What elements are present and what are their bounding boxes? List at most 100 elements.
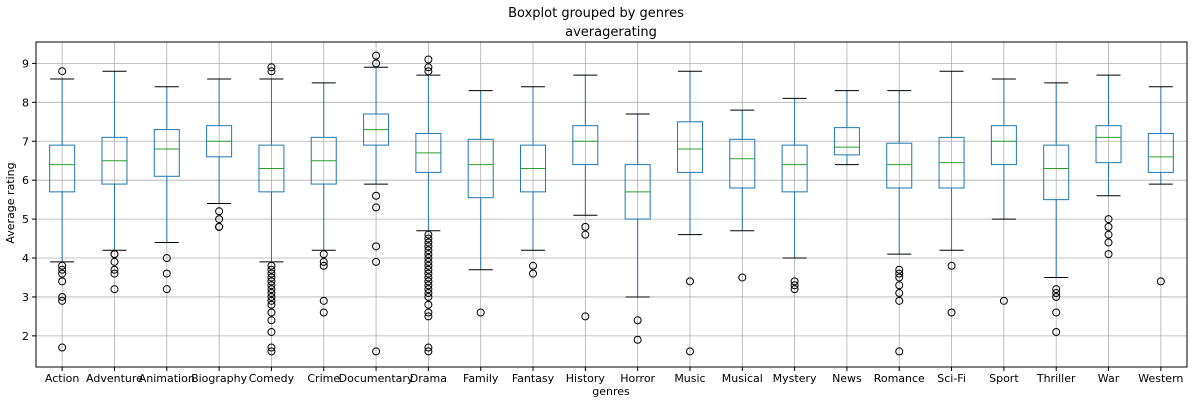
flier-point bbox=[424, 234, 433, 243]
flier-point bbox=[1052, 308, 1061, 317]
flier-point bbox=[895, 273, 904, 282]
box-mystery bbox=[781, 97, 808, 294]
flier-point bbox=[267, 300, 276, 309]
flier-point bbox=[581, 230, 590, 239]
iqr-box bbox=[833, 127, 860, 156]
flier-point bbox=[319, 250, 328, 259]
box-musical bbox=[729, 109, 756, 282]
flier-point bbox=[424, 277, 433, 286]
flier-point bbox=[1104, 230, 1113, 239]
flier-point bbox=[895, 347, 904, 356]
iqr-box bbox=[990, 125, 1017, 166]
plot-frame bbox=[35, 41, 1188, 368]
flier-point bbox=[424, 281, 433, 290]
flier-point bbox=[424, 238, 433, 247]
flier-point bbox=[372, 347, 381, 356]
x-tick-label: Drama bbox=[410, 372, 447, 385]
x-tick-label: Crime bbox=[307, 372, 340, 385]
box-layer bbox=[49, 51, 1174, 356]
flier-point bbox=[162, 285, 171, 294]
iqr-box bbox=[886, 142, 913, 189]
x-tick-label: Western bbox=[1138, 372, 1183, 385]
flier-point bbox=[319, 296, 328, 305]
flier-point bbox=[424, 308, 433, 317]
x-tick-label: Musical bbox=[722, 372, 763, 385]
box-comedy bbox=[258, 63, 285, 356]
iqr-box bbox=[676, 121, 703, 173]
y-tick-label: 6 bbox=[22, 174, 29, 187]
flier-point bbox=[895, 289, 904, 298]
x-tick-label: War bbox=[1098, 372, 1120, 385]
flier-point bbox=[267, 63, 276, 72]
flier-point bbox=[58, 296, 67, 305]
box-war bbox=[1095, 74, 1122, 259]
flier-point bbox=[267, 281, 276, 290]
flier-point bbox=[110, 257, 119, 266]
flier-point bbox=[267, 308, 276, 317]
flier-point bbox=[215, 207, 224, 216]
flier-point bbox=[267, 343, 276, 352]
x-tick-label: Adventure bbox=[86, 372, 143, 385]
flier-point bbox=[110, 265, 119, 274]
flier-point bbox=[110, 269, 119, 278]
flier-point bbox=[424, 63, 433, 72]
box-family bbox=[467, 90, 494, 317]
x-tick-label: Music bbox=[674, 372, 705, 385]
box-romance bbox=[886, 90, 913, 356]
box-sci-fi bbox=[938, 70, 965, 317]
flier-point bbox=[58, 265, 67, 274]
flier-point bbox=[58, 292, 67, 301]
box-drama bbox=[415, 55, 442, 356]
flier-point bbox=[267, 289, 276, 298]
flier-point bbox=[267, 265, 276, 274]
iqr-box bbox=[153, 129, 180, 177]
x-tick-label: Documentary bbox=[339, 372, 414, 385]
flier-point bbox=[633, 316, 642, 325]
box-western bbox=[1147, 86, 1174, 286]
flier-point bbox=[1052, 285, 1061, 294]
flier-point bbox=[529, 269, 538, 278]
box-documentary bbox=[363, 51, 390, 356]
y-tick-label: 2 bbox=[22, 330, 29, 343]
figure-suptitle: Boxplot grouped by genres bbox=[508, 6, 684, 21]
y-tick-label: 8 bbox=[22, 96, 29, 109]
flier-point bbox=[424, 67, 433, 76]
flier-point bbox=[424, 242, 433, 251]
flier-point bbox=[790, 281, 799, 290]
flier-point bbox=[319, 261, 328, 270]
flier-point bbox=[1052, 289, 1061, 298]
flier-point bbox=[267, 277, 276, 286]
flier-point bbox=[529, 261, 538, 270]
flier-point bbox=[267, 273, 276, 282]
flier-point bbox=[424, 347, 433, 356]
flier-point bbox=[267, 327, 276, 336]
flier-point bbox=[267, 67, 276, 76]
flier-point bbox=[424, 55, 433, 64]
box-adventure bbox=[101, 70, 128, 294]
box-animation bbox=[153, 86, 180, 294]
flier-point bbox=[110, 250, 119, 259]
flier-point bbox=[1104, 222, 1113, 231]
flier-point bbox=[424, 230, 433, 239]
flier-point bbox=[1104, 238, 1113, 247]
flier-point bbox=[319, 308, 328, 317]
flier-point bbox=[372, 191, 381, 200]
flier-point bbox=[424, 257, 433, 266]
flier-point bbox=[1156, 277, 1165, 286]
flier-point bbox=[319, 257, 328, 266]
y-tick-label: 9 bbox=[22, 57, 29, 70]
flier-point bbox=[581, 222, 590, 231]
flier-point bbox=[424, 254, 433, 263]
flier-point bbox=[58, 261, 67, 270]
flier-point bbox=[685, 347, 694, 356]
x-tick-label: News bbox=[832, 372, 862, 385]
x-tick-label: Action bbox=[45, 372, 79, 385]
x-axis-label: genres bbox=[592, 385, 630, 398]
flier-point bbox=[267, 347, 276, 356]
box-news bbox=[833, 90, 860, 166]
flier-point bbox=[110, 285, 119, 294]
x-tick-label: Romance bbox=[874, 372, 925, 385]
flier-point bbox=[372, 203, 381, 212]
flier-point bbox=[424, 289, 433, 298]
flier-point bbox=[267, 316, 276, 325]
